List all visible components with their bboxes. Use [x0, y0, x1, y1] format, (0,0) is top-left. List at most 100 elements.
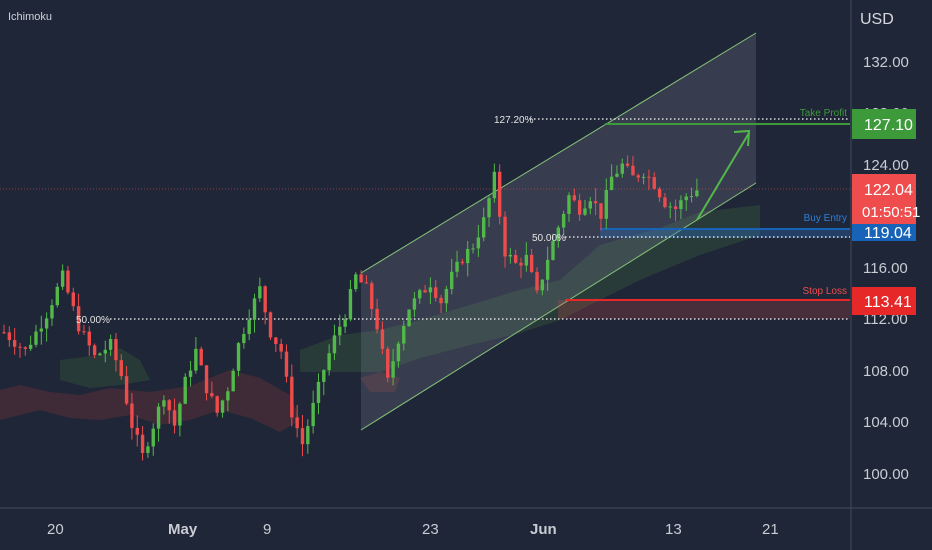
candle-body: [354, 274, 358, 290]
take-profit-label: Take Profit: [800, 108, 847, 119]
candle-body: [620, 163, 624, 174]
candle-body: [76, 306, 81, 332]
candle-body: [641, 176, 646, 178]
buy-entry-zone: [600, 229, 850, 238]
candle-body: [87, 331, 91, 346]
candle-body: [471, 248, 475, 250]
candle-body: [306, 426, 310, 445]
buy-entry-value: 119.04: [864, 225, 912, 242]
candle-body: [162, 400, 166, 407]
candle-body: [279, 343, 283, 352]
stop-loss-label: Stop Loss: [803, 286, 847, 297]
currency-label: USD: [860, 11, 894, 28]
candle-body: [322, 370, 326, 382]
x-tick-jun: Jun: [530, 521, 557, 538]
candle-body: [529, 254, 534, 273]
candle-body: [236, 343, 241, 371]
candle-body: [631, 165, 635, 176]
candle-body: [178, 403, 182, 426]
current-price-value: 122.04: [864, 182, 913, 199]
candle-body: [391, 361, 395, 378]
candle-body: [242, 334, 246, 344]
candle-body: [23, 347, 28, 349]
candle-body: [18, 346, 22, 348]
candle-body: [572, 195, 577, 201]
candle-body: [497, 171, 502, 217]
candle-body: [188, 370, 193, 377]
cloud-red-2: [360, 372, 400, 392]
candle-body: [679, 200, 683, 209]
candle-body: [503, 216, 507, 257]
candle-body: [439, 297, 443, 304]
candle-body: [652, 177, 656, 189]
candle-body: [673, 206, 678, 209]
candle-body: [588, 201, 592, 209]
projection-line: [696, 132, 750, 221]
fib-label-50-upper: 50.00%: [532, 233, 566, 244]
candle-body: [396, 343, 401, 362]
candle-body: [290, 376, 294, 418]
candle-body: [12, 340, 17, 347]
candle-body: [364, 282, 369, 284]
candle-body: [556, 227, 561, 242]
current-price-badge[interactable]: [852, 174, 916, 224]
candle-body: [332, 335, 337, 354]
candle-body: [551, 241, 555, 260]
channel-upper-line: [360, 32, 757, 274]
x-tick-9: 9: [263, 521, 271, 538]
candle-body: [593, 201, 598, 204]
candle-body: [370, 283, 374, 309]
candle-body: [284, 351, 289, 377]
candle-body: [140, 434, 145, 453]
candle-body: [194, 348, 198, 371]
candle-body: [268, 312, 273, 338]
candles: [2, 155, 699, 461]
candle-body: [599, 203, 603, 219]
candle-body: [609, 176, 614, 190]
candle-body: [663, 197, 667, 208]
candle-body: [66, 270, 70, 293]
candle-body: [124, 376, 129, 404]
candle-body: [359, 274, 363, 283]
x-tick-13: 13: [665, 521, 682, 538]
candle-body: [418, 290, 422, 299]
candle-body: [524, 254, 529, 266]
indicator-label: Ichimoku: [8, 11, 52, 23]
candle-body: [199, 348, 203, 366]
projection-arrowhead: [733, 129, 751, 147]
x-tick-20: 20: [47, 521, 64, 538]
candle-body: [108, 339, 113, 350]
candle-body: [98, 353, 102, 356]
stop-loss-badge[interactable]: [852, 287, 916, 315]
candle-body: [402, 326, 406, 344]
candle-body: [172, 410, 177, 426]
candle-body: [450, 271, 454, 290]
candle-body: [71, 292, 75, 307]
candle-body: [625, 163, 630, 166]
candle-body: [545, 259, 550, 280]
candle-body: [135, 427, 139, 435]
buy-entry-badge[interactable]: [852, 224, 916, 241]
candle-body: [434, 287, 438, 298]
candle-body: [407, 309, 411, 327]
candle-body: [338, 326, 342, 336]
take-profit-badge[interactable]: [852, 109, 916, 139]
y-tick-132: 132.00: [863, 54, 909, 71]
candle-body: [380, 329, 385, 349]
y-tick-100: 100.00: [863, 466, 909, 483]
y-tick-104: 104.00: [863, 414, 909, 431]
candle-body: [487, 198, 491, 218]
candle-body: [343, 319, 347, 327]
candle-body: [444, 289, 449, 304]
candle-body: [657, 188, 662, 198]
candle-body: [508, 254, 513, 257]
candle-body: [28, 344, 33, 349]
candle-body: [513, 254, 518, 263]
candle-body: [7, 332, 12, 341]
candle-body: [50, 305, 54, 319]
candle-body: [540, 279, 545, 291]
candle-body: [60, 270, 65, 287]
y-tick-108: 108.00: [863, 363, 909, 380]
candle-body: [636, 175, 640, 178]
candle-body: [482, 217, 486, 238]
